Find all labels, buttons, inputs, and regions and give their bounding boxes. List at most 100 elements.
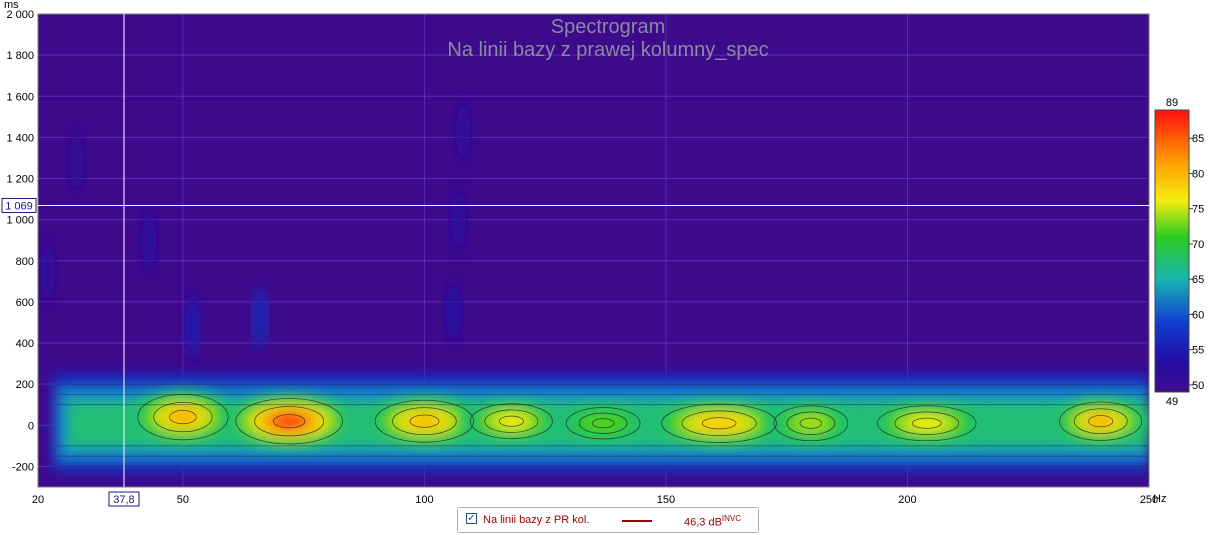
peak [129, 390, 237, 444]
contour-line [911, 417, 942, 429]
colorbar-tick-label: 60 [1192, 309, 1204, 321]
contour-line [786, 411, 836, 435]
peak-level [408, 414, 441, 428]
peak [1052, 398, 1149, 444]
colorbar-tick-label: 65 [1192, 274, 1204, 286]
spike [142, 210, 157, 271]
cursor[interactable]: 1 069 37,8 [1, 14, 1149, 507]
peak [366, 396, 483, 446]
x-tick-label: 250 [1140, 494, 1158, 506]
x-axis-unit: Hz [1153, 493, 1166, 505]
contour-line [273, 414, 306, 429]
contour-line [894, 411, 960, 435]
spike [40, 243, 55, 304]
y-axis-ticks: 2 000 1 800 1 600 1 400 1 200 1 000 800 600 400 2… [6, 9, 34, 473]
legend-value: 46,3 dBINVC [684, 514, 741, 529]
peak [868, 402, 985, 444]
plot-border [37, 13, 1150, 488]
colorbar-max-label: 89 [1166, 97, 1178, 109]
contour-line [498, 415, 524, 427]
peak-level [792, 414, 830, 433]
y-tick-label: 1 600 [6, 91, 34, 103]
contour-line [153, 401, 213, 433]
peak [767, 402, 855, 444]
spike [451, 189, 466, 250]
contour-line [1073, 408, 1128, 435]
colorbar-tick-label: 80 [1192, 168, 1204, 180]
cursor-y-box [1, 197, 37, 213]
y-tick-label: -200 [12, 461, 34, 473]
contour-line [484, 409, 539, 433]
colorbar-tick-label: 55 [1192, 345, 1204, 357]
y-tick-label: 1 200 [6, 174, 34, 186]
contour-line [409, 414, 440, 428]
contour-line [169, 409, 197, 425]
peak-level [168, 409, 198, 425]
colorbar-tick-label: 50 [1192, 380, 1204, 392]
y-tick-label: 2 000 [6, 9, 34, 21]
grid-lines [37, 13, 1150, 487]
spike [446, 282, 461, 343]
y-tick-label: 400 [16, 338, 34, 350]
contour-line [591, 418, 615, 429]
peak-level [584, 415, 622, 432]
y-tick-label: 200 [16, 379, 34, 391]
legend-value-text: 46,3 dB [684, 516, 722, 529]
x-tick-label: 20 [32, 494, 44, 506]
contour-line [877, 405, 977, 442]
x-tick-label: 200 [898, 494, 916, 506]
y-tick-label: 1 800 [6, 50, 34, 62]
peak-level [276, 415, 302, 427]
contour-line [661, 403, 777, 443]
y-axis-unit: ms [4, 0, 19, 11]
cursor-x-box [108, 491, 140, 507]
contour-line [235, 398, 343, 445]
spike [69, 132, 84, 193]
cursor-y-value: 1 069 [5, 200, 33, 212]
x-axis-ticks: 20 50 100 150 200 250 [32, 494, 1158, 506]
chart-title: Spectrogram [551, 16, 666, 38]
legend-checkbox[interactable]: ✓ [466, 513, 477, 524]
peak-level [700, 417, 738, 430]
contour-line [392, 407, 457, 436]
y-tick-label: 1 400 [6, 132, 34, 144]
legend: ✓ Na linii bazy z PR kol. 46,3 dBINVC [457, 507, 759, 533]
y-tick-label: 1 000 [6, 215, 34, 227]
contour-line [1088, 415, 1114, 428]
colorbar-min-label: 49 [1166, 396, 1178, 408]
x-tick-label: 150 [657, 494, 675, 506]
contour-layer [57, 383, 1149, 467]
colorbar-tick-label: 75 [1192, 204, 1204, 216]
legend-line-swatch [622, 520, 652, 522]
contour-line [565, 407, 641, 440]
spike [456, 101, 471, 162]
contour-line [681, 410, 757, 437]
contour-line [701, 417, 737, 430]
peak [651, 400, 787, 446]
y-tick-label: 800 [16, 256, 34, 268]
colorbar-scale [1154, 109, 1190, 393]
legend-series-name: Na linii bazy z PR kol. [483, 514, 590, 526]
spike [253, 288, 268, 349]
contour-line [1059, 401, 1143, 441]
contour-line [254, 406, 325, 437]
peak-level [1087, 415, 1114, 428]
peak [559, 404, 647, 442]
contour-line [374, 399, 475, 443]
x-tick-label: 50 [177, 494, 189, 506]
cursor-x-value: 37,8 [113, 494, 134, 506]
peak [463, 400, 560, 442]
contour-line [469, 403, 553, 440]
contour-line [799, 417, 823, 429]
spike [185, 296, 200, 357]
y-tick-label: 0 [28, 420, 34, 432]
colorbar-tick-label: 85 [1192, 133, 1204, 145]
x-tick-label: 100 [415, 494, 433, 506]
legend-value-sup: INVC [721, 514, 742, 523]
contour-line [578, 412, 628, 434]
chart-subtitle: Na linii bazy z prawej kolumny_spec [447, 39, 768, 61]
colorbar-tick-label: 70 [1192, 239, 1204, 251]
colorbar: 85 80 75 70 65 60 55 50 89 49 [1154, 97, 1204, 408]
y-tick-label: 600 [16, 297, 34, 309]
